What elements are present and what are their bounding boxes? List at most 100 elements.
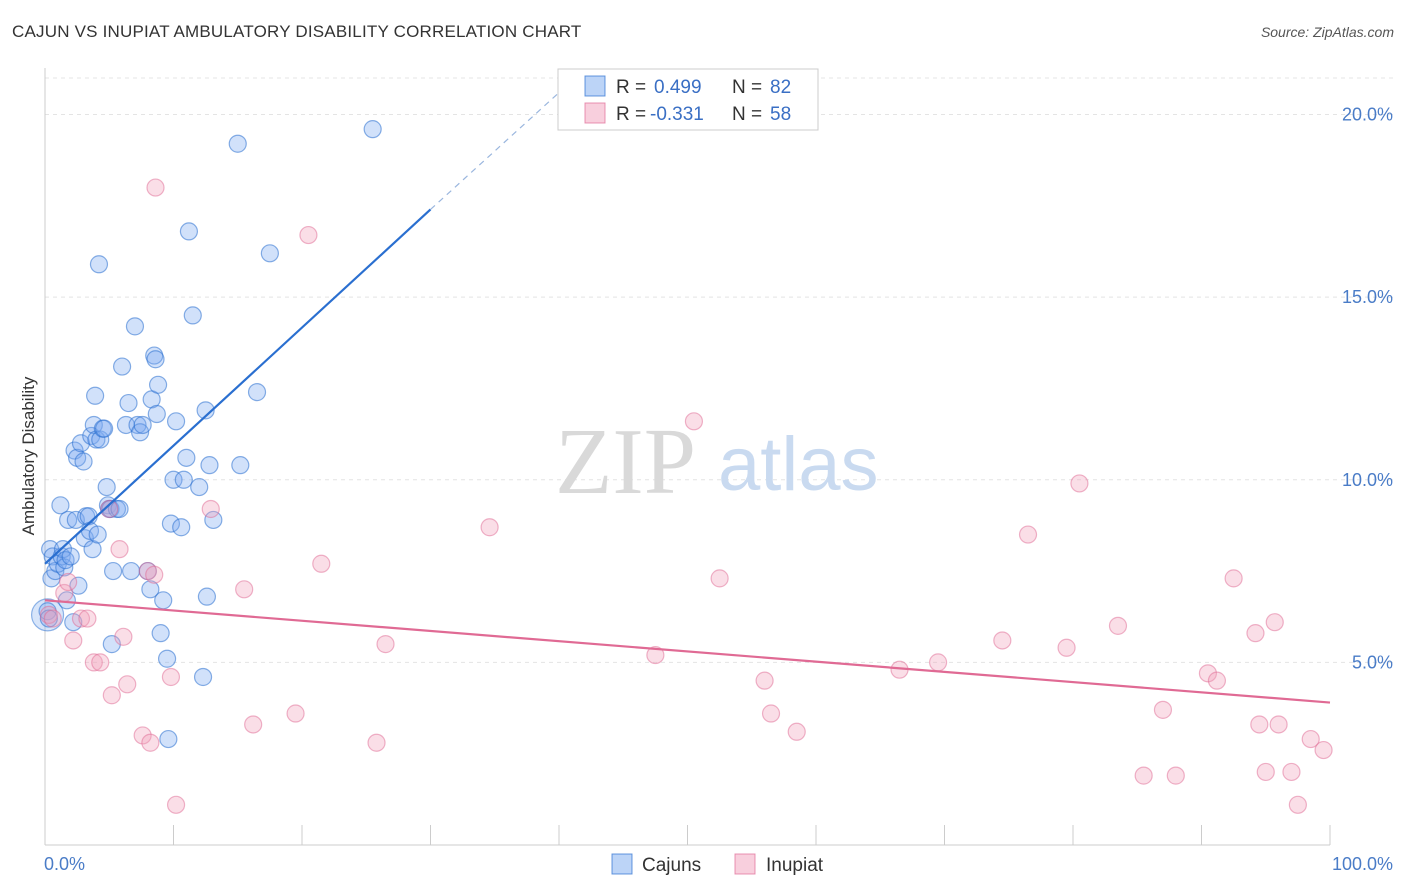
cajuns-point xyxy=(121,561,141,581)
inupiat-point xyxy=(235,580,254,599)
chart-source: Source: ZipAtlas.com xyxy=(1260,24,1394,40)
inupiat-point xyxy=(201,499,220,519)
cajuns-point xyxy=(190,477,209,497)
inupiat-point xyxy=(146,178,165,197)
y-tick-label-1: 10.0% xyxy=(1342,470,1393,490)
inupiat-point xyxy=(84,653,103,672)
legend-n-label-inupiat: N = xyxy=(732,104,762,125)
series-inupiat-points xyxy=(39,178,1333,814)
inupiat-point xyxy=(43,609,62,628)
cajuns-point xyxy=(196,401,215,420)
inupiat-point xyxy=(286,704,305,723)
cajuns-trend-extension xyxy=(430,92,560,210)
inupiat-point xyxy=(1246,624,1265,643)
inupiat-point xyxy=(78,609,97,628)
inupiat-point xyxy=(1057,638,1076,657)
legend-n-value-inupiat: 58 xyxy=(770,104,791,125)
cajuns-trend-line xyxy=(44,208,432,565)
cajuns-point xyxy=(51,496,70,515)
inupiat-point xyxy=(1250,715,1269,734)
cajuns-point xyxy=(89,255,109,274)
inupiat-point xyxy=(684,412,704,431)
cajuns-point xyxy=(86,386,105,405)
inupiat-point xyxy=(59,572,78,592)
cajuns-point xyxy=(154,591,173,610)
legend-swatch-inupiat xyxy=(584,102,606,124)
cajuns-point xyxy=(71,434,91,453)
cajuns-point xyxy=(177,448,196,467)
cajuns-point xyxy=(247,383,267,402)
cajuns-point xyxy=(231,456,250,475)
cajuns-point xyxy=(59,510,78,530)
cajuns-point xyxy=(61,547,80,566)
cajuns-point xyxy=(53,540,73,559)
inupiat-point xyxy=(110,540,129,559)
cajuns-point xyxy=(204,510,223,530)
bottom-legend-label-cajuns: Cajuns xyxy=(642,855,701,876)
inupiat-point xyxy=(1134,766,1153,785)
legend-n-label-cajuns: N = xyxy=(732,77,762,98)
watermark: ZIP atlas xyxy=(555,410,879,514)
x-tick-label-start: 0.0% xyxy=(44,854,85,874)
y-tick-label-0: 5.0% xyxy=(1352,652,1393,672)
inupiat-point xyxy=(91,653,110,672)
inupiat-point xyxy=(145,565,164,584)
cajuns-point xyxy=(179,222,199,241)
cajuns-point xyxy=(161,514,181,533)
inupiat-point xyxy=(1018,525,1038,544)
inupiat-point xyxy=(312,554,331,573)
inupiat-point xyxy=(646,645,665,665)
cajuns-point xyxy=(125,317,145,336)
inupiat-point xyxy=(1207,671,1227,690)
inupiat-point xyxy=(761,704,781,723)
cajuns-point xyxy=(183,306,202,325)
inupiat-point xyxy=(244,715,263,734)
cajuns-point xyxy=(157,649,177,668)
cajuns-point xyxy=(197,587,217,606)
inupiat-point xyxy=(376,635,395,654)
x-tick-labels: 0.0% 100.0% xyxy=(44,854,1393,874)
cajuns-point xyxy=(55,558,74,577)
cajuns-point xyxy=(128,415,147,435)
bottom-legend-swatch-cajuns xyxy=(611,853,633,875)
cajuns-point xyxy=(69,576,88,595)
inupiat-point xyxy=(480,518,499,537)
cajuns-point xyxy=(151,624,170,643)
inupiat-point xyxy=(1265,613,1284,632)
inupiat-point xyxy=(114,627,133,646)
inupiat-point xyxy=(787,722,806,741)
cajuns-point xyxy=(95,419,114,438)
cajuns-point xyxy=(193,667,213,687)
inupiat-point xyxy=(1288,795,1307,814)
inupiat-point xyxy=(1269,715,1288,734)
cajuns-point xyxy=(119,393,138,413)
inupiat-point xyxy=(118,675,137,694)
inupiat-point xyxy=(1282,762,1301,782)
axes xyxy=(44,68,1331,846)
cajuns-point xyxy=(133,415,152,435)
cajuns-point xyxy=(228,134,247,153)
legend-r-label-cajuns: R = xyxy=(616,77,646,98)
inupiat-point xyxy=(755,671,774,690)
cajuns-point xyxy=(104,561,123,581)
inupiat-point xyxy=(710,569,729,588)
chart-title: CAJUN VS INUPIAT AMBULATORY DISABILITY C… xyxy=(12,22,582,41)
inupiat-point xyxy=(1070,474,1089,493)
cajuns-point xyxy=(147,404,166,424)
bottom-legend-swatch-inupiat xyxy=(734,853,756,875)
legend-r-label-inupiat: R = xyxy=(616,104,646,125)
cajuns-point xyxy=(148,375,168,394)
cajuns-point xyxy=(159,729,178,749)
inupiat-point xyxy=(367,733,386,752)
inupiat-point xyxy=(133,726,152,745)
series-cajuns-points xyxy=(30,120,382,749)
cajuns-point xyxy=(172,518,191,537)
cajuns-point xyxy=(91,430,110,449)
inupiat-point xyxy=(1153,700,1173,719)
cajuns-point xyxy=(130,423,150,442)
watermark-atlas: atlas xyxy=(718,422,879,507)
inupiat-point xyxy=(1166,766,1185,785)
legend-r-value-inupiat: -0.331 xyxy=(650,104,704,125)
bottom-legend-label-inupiat: Inupiat xyxy=(766,855,824,876)
legend-swatch-cajuns xyxy=(584,75,606,97)
